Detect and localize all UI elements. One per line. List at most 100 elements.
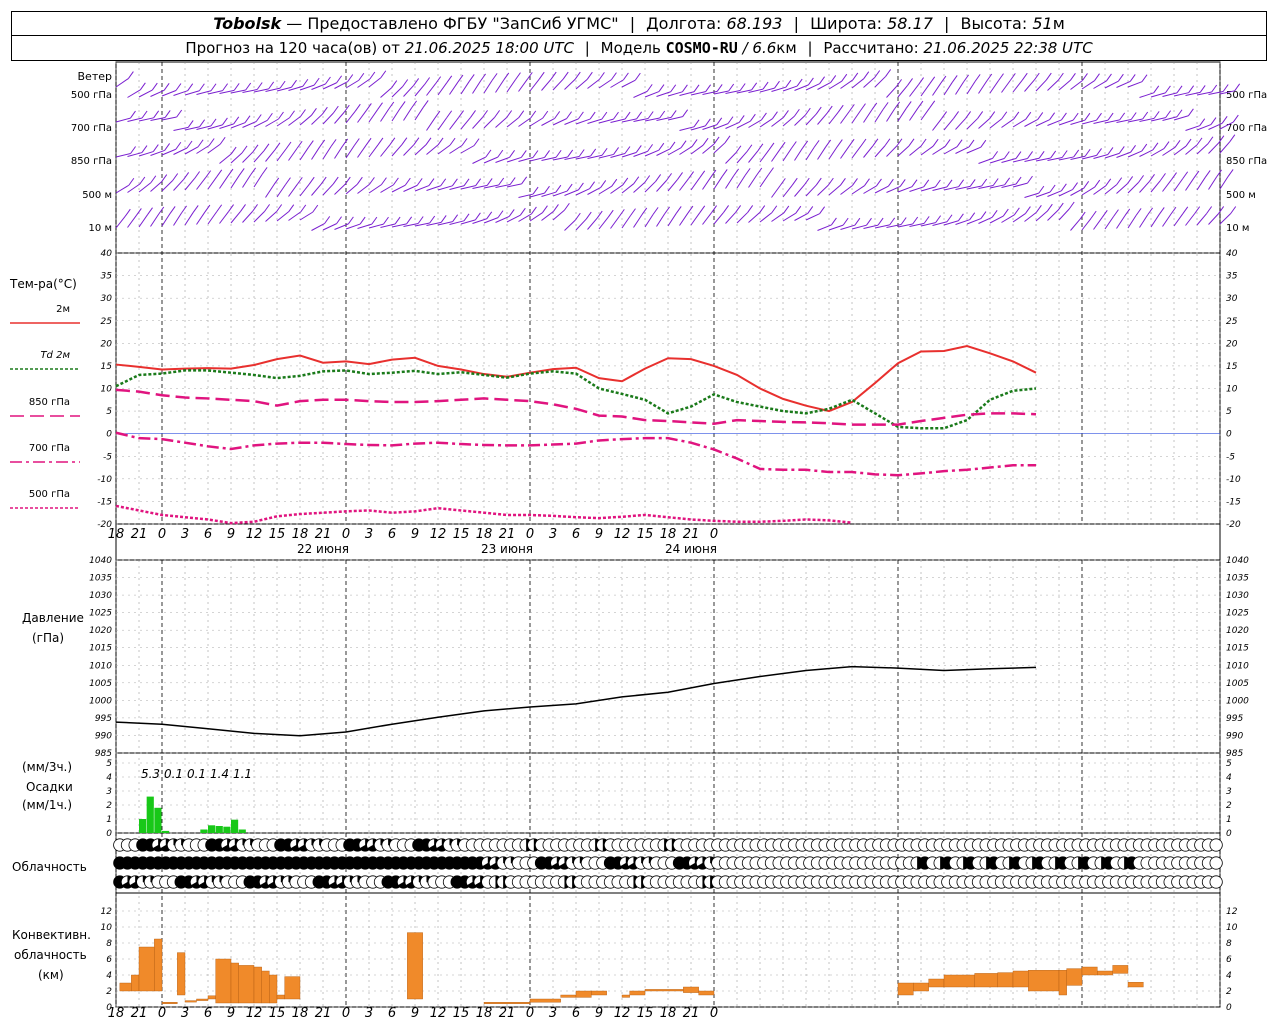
wind-barb-feather	[693, 119, 700, 128]
wind-barb	[1185, 144, 1198, 155]
wind-barb-feather	[238, 168, 245, 176]
wind-barb-feather	[759, 205, 766, 213]
wind-barb	[1173, 213, 1184, 227]
wind-barb-feather	[498, 177, 505, 186]
wind-barb	[575, 78, 588, 90]
wind-barb	[242, 121, 257, 128]
wind-barb	[736, 212, 749, 224]
wind-barb-feather	[296, 140, 303, 149]
wind-barb	[955, 219, 970, 225]
wind-barb-feather	[986, 73, 993, 82]
precip-total-label: 1.4	[210, 767, 229, 781]
wind-barb-feather	[365, 137, 372, 146]
hour-label: 9	[411, 527, 419, 542]
wind-barb-feather	[1002, 208, 1009, 217]
wind-barb-feather	[1188, 85, 1195, 93]
wind-barb	[403, 184, 418, 192]
wind-barb-feather	[411, 100, 418, 109]
wind-barb-feather	[779, 141, 786, 150]
wind-barb	[1081, 80, 1095, 90]
wind-barb	[1116, 151, 1131, 158]
wind-barb-feather	[965, 111, 972, 119]
wind-barb	[782, 148, 792, 162]
pressure-unit: (гПа)	[32, 631, 64, 645]
wind-barb	[920, 222, 936, 227]
wind-barb-feather	[1142, 111, 1149, 120]
wind-barb-feather	[252, 144, 259, 153]
day-label: 23 июня	[481, 542, 533, 556]
wind-barb	[1047, 157, 1063, 161]
wind-barb	[552, 190, 568, 197]
wind-barb-feather	[273, 177, 280, 186]
wind-barb-feather	[1171, 172, 1177, 180]
wind-barb	[805, 113, 817, 126]
conv-tick: 0	[106, 1003, 112, 1013]
wind-barb-feather	[711, 205, 718, 213]
wind-barb-feather	[774, 80, 780, 89]
wind-barb	[794, 114, 806, 126]
wind-barb-feather	[263, 143, 270, 152]
wind-barb	[1035, 79, 1047, 92]
wind-barb-feather	[1187, 108, 1194, 117]
wind-barb	[1116, 183, 1128, 194]
wind-barb-feather	[503, 72, 510, 81]
wind-barb-feather	[636, 111, 643, 120]
wind-barb-feather	[894, 101, 901, 110]
wind-barb-feather	[509, 150, 515, 158]
wind-barb-feather	[815, 106, 822, 115]
hour-label: 3	[181, 1006, 189, 1021]
wind-barb-feather	[837, 104, 844, 113]
wind-barb-feather	[666, 173, 672, 181]
wind-barb	[1139, 214, 1149, 228]
temp-tick-right: -5	[1226, 452, 1235, 462]
wind-barb-feather	[900, 217, 907, 225]
wind-barb	[966, 185, 982, 190]
station-name: Tobolsk	[213, 14, 282, 33]
wind-barb-feather	[946, 179, 953, 188]
wind-barb	[173, 179, 185, 191]
wind-barb	[541, 211, 554, 221]
wind-barb-feather	[1135, 208, 1142, 216]
wind-barb	[886, 86, 897, 98]
wind-barb-feather	[757, 143, 764, 152]
wind-barb-feather	[205, 170, 212, 178]
wind-barb-feather	[1107, 112, 1114, 121]
wind-barb-feather	[321, 106, 328, 115]
wind-barb-feather	[771, 205, 778, 214]
wind-barb	[1047, 209, 1059, 221]
wind-barb-feather	[332, 176, 339, 185]
pres-tick: 1040	[89, 556, 112, 566]
hour-label: 3	[549, 527, 557, 542]
wind-barb-feather	[526, 72, 533, 80]
wind-barb	[334, 111, 345, 124]
conv-title-2: облачность	[14, 948, 87, 962]
wind-barb-feather	[542, 110, 549, 119]
wind-barb	[828, 146, 838, 160]
conv-bar	[1097, 970, 1113, 976]
wind-barb-feather	[1083, 181, 1090, 189]
wind-barb-feather	[531, 206, 537, 215]
wind-barb	[334, 183, 346, 195]
wind-barb	[989, 158, 1005, 164]
wind-barb-feather	[186, 140, 193, 149]
temp-tick-right: -10	[1226, 475, 1241, 485]
wind-barb-feather	[358, 72, 365, 81]
wind-barb	[207, 124, 223, 130]
wind-barb-feather	[313, 77, 320, 86]
wind-barb-feather	[1199, 85, 1206, 93]
wind-barb-feather	[1141, 74, 1148, 82]
wind-barb	[472, 117, 483, 129]
wind-barb-feather	[623, 72, 629, 81]
wind-barb	[207, 211, 218, 225]
wind-barb	[679, 178, 689, 191]
wind-barb-feather	[935, 215, 942, 223]
wind-barb-feather	[693, 84, 700, 93]
pres-tick: 1010	[89, 661, 112, 671]
wind-barb-feather	[416, 178, 423, 186]
wind-barb-feather	[664, 206, 671, 215]
wind-barb-feather	[1072, 112, 1079, 121]
conv-tick-right: 0	[1226, 1003, 1232, 1013]
wind-barb	[541, 117, 555, 126]
wind-barb-feather	[1049, 112, 1056, 121]
wind-barb	[460, 81, 470, 95]
